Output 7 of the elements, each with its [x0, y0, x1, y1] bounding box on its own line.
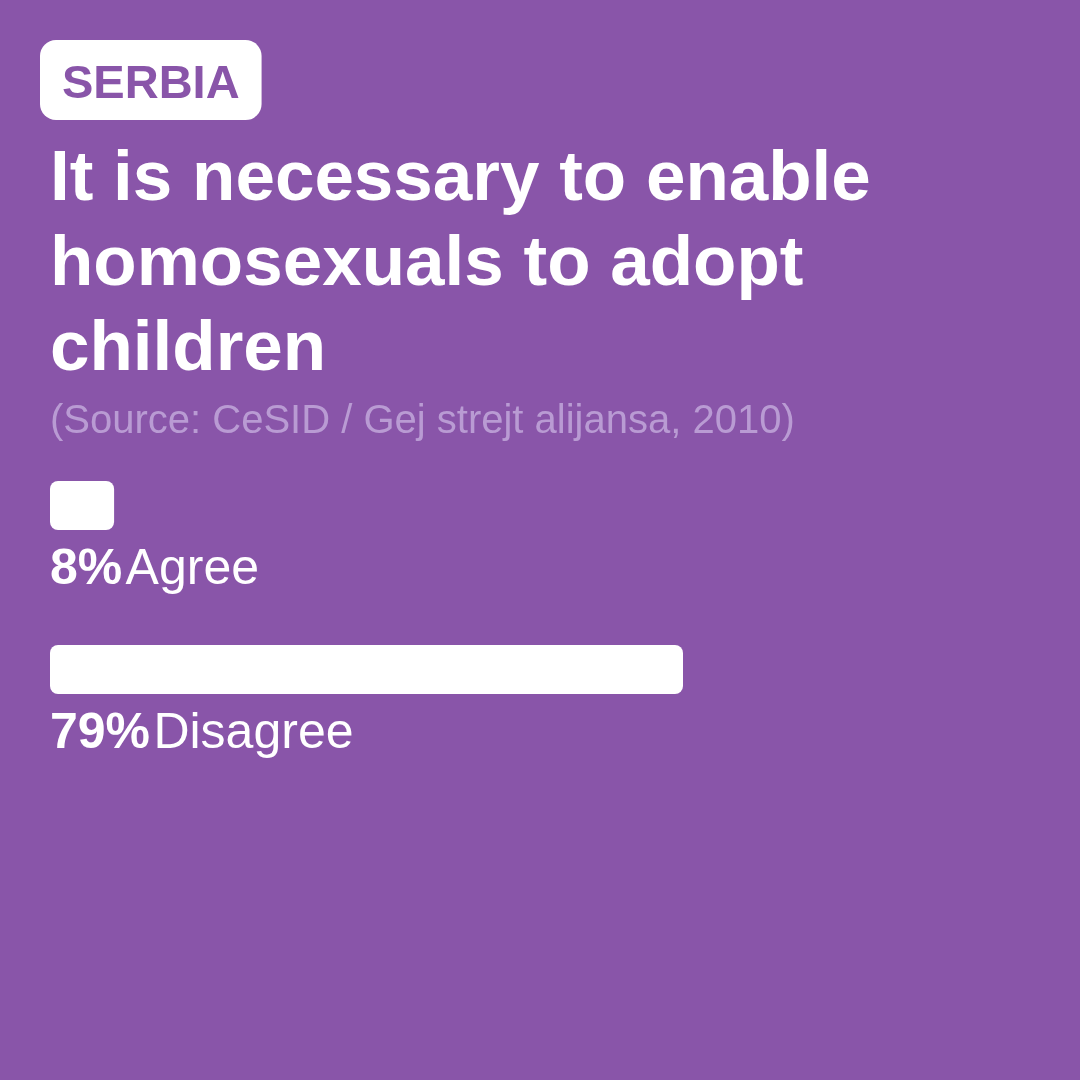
data-label: 79%: [50, 703, 151, 759]
chart-subtitle: SERBIA: [62, 55, 240, 108]
data-label: 8%: [50, 539, 123, 595]
y-tick-label: Disagree: [153, 703, 354, 759]
y-tick-label: Agree: [125, 539, 260, 595]
annotation: (Source: CeSID / Gej strejt alijansa, 2010): [50, 397, 795, 441]
chart-title: It is necessary to enable homosexuals to adopt children: [50, 136, 891, 385]
